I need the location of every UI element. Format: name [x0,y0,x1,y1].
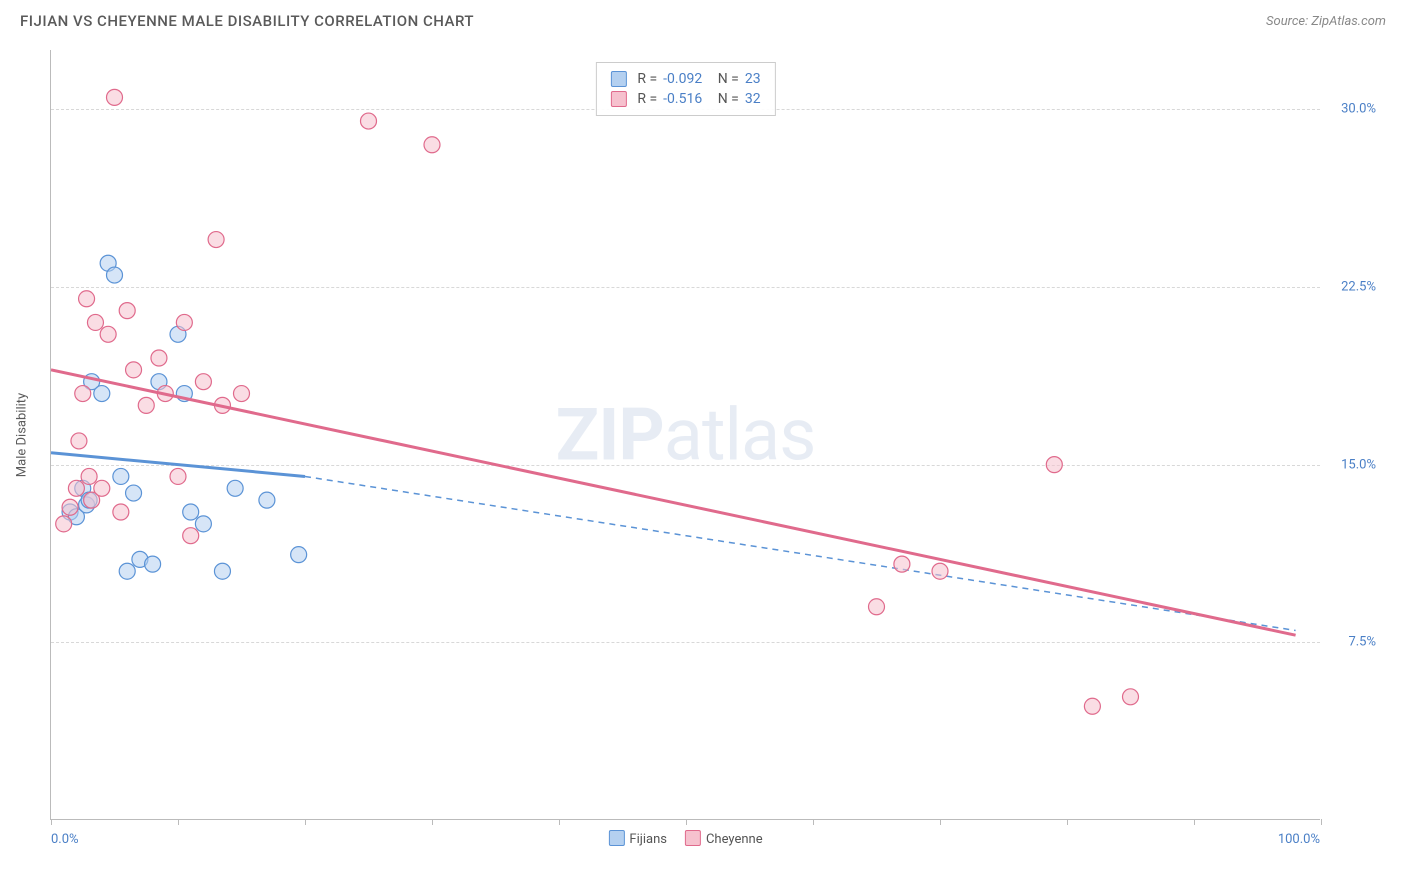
data-point [107,267,123,283]
data-point [138,397,154,413]
y-axis-label: Male Disability [15,393,30,477]
data-point [113,468,129,484]
data-point [208,232,224,248]
legend-item-fijians: Fijians [608,830,667,847]
data-point [1084,698,1100,714]
data-point [56,516,72,532]
data-point [227,480,243,496]
x-axis-min-label: 0.0% [51,832,79,847]
data-point [361,113,377,129]
data-point [79,291,95,307]
data-point [119,563,135,579]
data-point [176,314,192,330]
legend-item-cheyenne: Cheyenne [685,830,763,847]
data-point [151,350,167,366]
x-tick [1321,819,1322,825]
data-point [259,492,275,508]
chart-title: FIJIAN VS CHEYENNE MALE DISABILITY CORRE… [20,12,474,30]
data-point [1046,457,1062,473]
data-point [424,137,440,153]
data-point [1123,689,1139,705]
data-point [145,556,161,572]
data-point [94,386,110,402]
swatch-cheyenne [685,830,701,846]
data-point [894,556,910,572]
chart-source: Source: ZipAtlas.com [1266,14,1386,29]
data-point [195,374,211,390]
data-point [113,504,129,520]
data-point [100,326,116,342]
stat-row-fijians: R = -0.092 N = 23 [610,69,760,89]
data-point [932,563,948,579]
x-axis-max-label: 100.0% [1278,832,1320,847]
y-tick-label: 15.0% [1341,457,1376,472]
data-point [126,485,142,501]
data-point [81,468,97,484]
swatch-fijians [608,830,624,846]
chart-container: Male Disability ZIPatlas 7.5%15.0%22.5%3… [50,50,1370,820]
y-tick-label: 22.5% [1341,279,1376,294]
data-point [126,362,142,378]
data-point [107,89,123,105]
data-point [195,516,211,532]
trend-line [51,370,1296,635]
plot-area: ZIPatlas 7.5%15.0%22.5%30.0% 0.0% 100.0%… [50,50,1320,820]
data-point [183,504,199,520]
plot-svg [51,50,1321,820]
data-point [170,468,186,484]
data-point [68,480,84,496]
data-point [94,480,110,496]
data-point [869,599,885,615]
stat-swatch-fijians [610,71,626,87]
data-point [234,386,250,402]
data-point [291,547,307,563]
stat-swatch-cheyenne [610,91,626,107]
y-tick-label: 7.5% [1348,635,1376,650]
data-point [71,433,87,449]
y-tick-label: 30.0% [1341,102,1376,117]
chart-header: FIJIAN VS CHEYENNE MALE DISABILITY CORRE… [0,0,1406,36]
data-point [62,499,78,515]
data-point [119,303,135,319]
data-point [75,386,91,402]
trend-line-extrapolated [305,476,1296,630]
data-point [87,314,103,330]
stat-row-cheyenne: R = -0.516 N = 32 [610,89,760,109]
series-legend: Fijians Cheyenne [608,830,762,847]
data-point [214,563,230,579]
stat-legend: R = -0.092 N = 23 R = -0.516 N = 32 [595,62,775,116]
data-point [183,528,199,544]
